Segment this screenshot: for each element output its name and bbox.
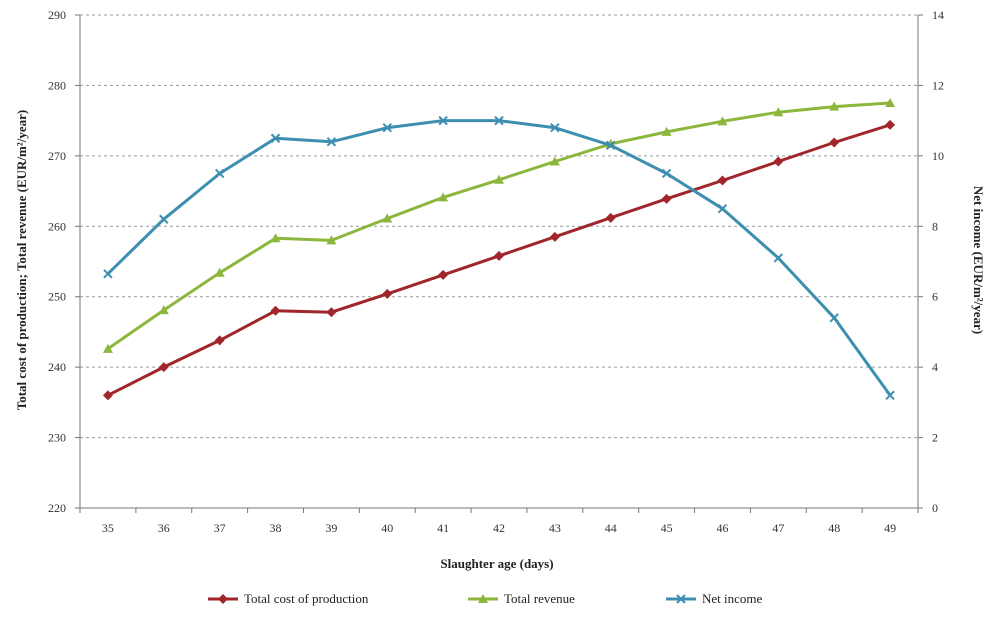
data-point-total-cost-of-production (102, 390, 113, 401)
data-point-total-revenue (326, 235, 337, 245)
y-tick-label: 220 (48, 501, 66, 515)
legend-marker-total-revenue (478, 594, 488, 603)
data-point-total-revenue (829, 101, 840, 111)
data-point-total-revenue (885, 98, 896, 108)
data-point-total-revenue (773, 107, 784, 117)
legend-label: Total cost of production (244, 591, 369, 606)
x-tick-label: 38 (270, 521, 282, 535)
data-point-net-income (438, 115, 448, 126)
series-net-income (103, 115, 895, 401)
y2-tick-label: 8 (932, 219, 938, 233)
y2-tick-label: 10 (932, 149, 944, 163)
y-tick-label: 290 (48, 8, 66, 22)
data-point-net-income (103, 269, 113, 279)
data-point-total-cost-of-production (382, 288, 393, 299)
legend-marker-total-cost-of-production (218, 594, 228, 604)
data-point-total-revenue (382, 213, 393, 223)
data-point-net-income (494, 115, 504, 126)
y-tick-label: 240 (48, 360, 66, 374)
y-tick-label: 230 (48, 431, 66, 445)
data-point-net-income (829, 313, 839, 323)
y-tick-label: 260 (48, 219, 66, 233)
y-tick-label: 270 (48, 149, 66, 163)
data-point-total-revenue (158, 305, 169, 315)
y-tick-label: 250 (48, 290, 66, 304)
data-point-total-cost-of-production (326, 307, 337, 318)
data-point-total-revenue (494, 174, 504, 184)
x-tick-label: 43 (549, 521, 561, 535)
data-point-net-income (550, 122, 560, 133)
x-tick-label: 35 (102, 521, 114, 535)
data-point-total-cost-of-production (158, 362, 169, 373)
y-tick-label: 280 (48, 78, 66, 92)
x-tick-label: 48 (828, 521, 840, 535)
data-point-total-cost-of-production (829, 137, 840, 148)
data-point-total-cost-of-production (549, 231, 560, 242)
data-point-net-income (885, 390, 895, 401)
legend-item-total-revenue: Total revenue (468, 591, 575, 606)
data-point-net-income (214, 168, 225, 179)
x-tick-label: 49 (884, 521, 896, 535)
x-tick-label: 47 (772, 521, 784, 535)
x-tick-label: 41 (437, 521, 449, 535)
x-tick-label: 42 (493, 521, 505, 535)
y2-tick-label: 12 (932, 78, 944, 92)
legend-label: Net income (702, 591, 763, 606)
x-tick-label: 40 (381, 521, 393, 535)
y2-tick-label: 14 (932, 8, 944, 22)
data-point-total-revenue (717, 116, 728, 126)
data-point-total-revenue (102, 343, 113, 353)
x-tick-label: 46 (716, 521, 728, 535)
data-point-total-cost-of-production (717, 175, 728, 186)
y2-tick-label: 6 (932, 290, 938, 304)
data-point-net-income (773, 253, 784, 263)
legend-label: Total revenue (504, 591, 575, 606)
y2-tick-label: 0 (932, 501, 938, 515)
legend-item-net-income: Net income (666, 591, 763, 606)
data-point-net-income (326, 137, 337, 147)
data-point-total-cost-of-production (270, 305, 281, 316)
data-point-net-income (382, 122, 392, 133)
data-point-total-revenue (549, 156, 560, 166)
data-point-total-cost-of-production (494, 250, 504, 261)
series (102, 98, 896, 401)
legend-marker-net-income (676, 594, 686, 604)
legend: Total cost of production Total revenue Net… (208, 591, 763, 606)
x-tick-label: 36 (158, 521, 170, 535)
x-tick-label: 39 (325, 521, 337, 535)
x-tick-label: 37 (214, 521, 226, 535)
data-point-total-revenue (214, 267, 225, 277)
data-point-total-cost-of-production (773, 156, 784, 167)
data-point-total-cost-of-production (438, 269, 449, 280)
legend-item-total-cost-of-production: Total cost of production (208, 591, 369, 606)
data-point-net-income (606, 140, 616, 150)
x-tick-label: 45 (661, 521, 673, 535)
data-point-net-income (159, 214, 169, 224)
data-point-net-income (717, 203, 728, 214)
gridlines (80, 14, 918, 439)
y2-tick-label: 4 (932, 360, 938, 374)
data-point-total-cost-of-production (214, 335, 225, 346)
x-tick-label: 44 (605, 521, 617, 535)
data-point-total-cost-of-production (661, 193, 672, 204)
data-point-net-income (270, 133, 281, 143)
data-point-total-revenue (661, 126, 672, 136)
data-point-net-income (661, 168, 672, 179)
data-point-total-cost-of-production (885, 119, 896, 130)
y2-axis-title: Net income (EUR/m²/year) (971, 186, 986, 334)
axis-labels: Slaughter age (days) Total cost of produ… (14, 110, 986, 571)
data-point-total-revenue (438, 192, 449, 202)
data-point-total-cost-of-production (605, 212, 616, 223)
y2-tick-label: 2 (932, 431, 938, 445)
x-axis-title: Slaughter age (days) (440, 556, 553, 571)
data-point-total-revenue (270, 233, 281, 243)
y-axis-title: Total cost of production; Total revenue … (14, 110, 29, 411)
series-total-cost-of-production (102, 119, 896, 401)
